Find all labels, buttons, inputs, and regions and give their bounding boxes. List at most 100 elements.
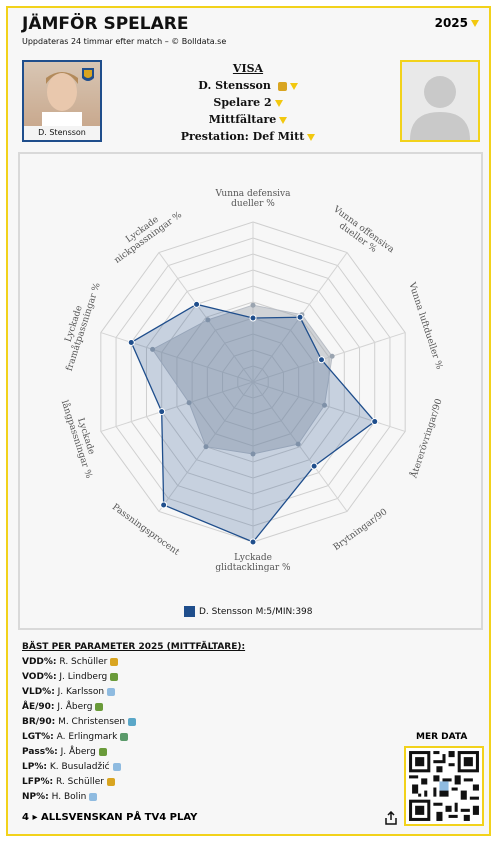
player2-select-label: Spelare 2 (213, 96, 272, 109)
position-selector[interactable]: Mittfältare (168, 113, 328, 126)
chart-legend: D. Stensson M:5/MIN:398 (184, 606, 313, 617)
club-crest-icon (106, 777, 115, 786)
best-row-player: R. Schüller (56, 657, 108, 667)
radar-axis-line (158, 252, 254, 383)
best-row-player: J. Karlsson (54, 687, 105, 697)
club-crest-icon (107, 687, 116, 696)
visa-heading: VISA (232, 62, 264, 75)
best-row: Pass%: J. Åberg (22, 745, 245, 760)
qr-code[interactable] (404, 746, 484, 826)
radar-axis-line (252, 381, 348, 512)
player1-name: D. Stensson (24, 126, 100, 140)
best-row-key: NP%: (22, 792, 49, 802)
radar-svg: Vunna defensiva dueller % Vunna offensivad… (55, 189, 445, 573)
club-crest-icon (89, 792, 98, 801)
best-row-key: VLD%: (22, 687, 55, 697)
radar-axis-label: Lyckadeframåtpassningar % (55, 278, 103, 372)
best-row-player: A. Erlingmark (53, 732, 118, 742)
radar-series-point (160, 501, 168, 509)
best-row-player: M. Christensen (55, 717, 126, 727)
best-heading: BÄST PER PARAMETER 2025 (MITTFÄLTARE): (22, 642, 246, 652)
player2-selector[interactable]: Spelare 2 (168, 96, 328, 109)
radar-series-point (158, 408, 166, 416)
radar-axis-label: Återerövringar/90 (407, 397, 444, 481)
radar-series-point (127, 338, 135, 346)
position-select-label: Mittfältare (208, 113, 277, 126)
page-title: JÄMFÖR SPELARE (22, 14, 189, 34)
best-row: LGT%: A. Erlingmark (22, 730, 245, 745)
footer-label: ALLSVENSKAN PÅ TV4 PLAY (40, 812, 198, 823)
chevron-down-icon (279, 116, 288, 124)
best-row-key: LFP%: (22, 777, 54, 787)
best-row-player: K. Busuladžić (46, 762, 110, 772)
club-crest-icon (128, 717, 137, 726)
radar-reference-point (322, 402, 328, 408)
best-row-key: BR/90: (22, 717, 56, 727)
radar-axis-label: Vunna luftdueller % (406, 280, 444, 371)
year-selector[interactable]: 2025 (435, 16, 479, 30)
player-portrait (42, 68, 94, 126)
radar-reference-point (250, 451, 256, 457)
club-crest-icon (112, 762, 121, 771)
legend-swatch (184, 606, 195, 617)
avatar-placeholder-icon (410, 76, 470, 140)
page-subtitle: Uppdateras 24 timmar efter match – © Bol… (22, 37, 227, 46)
player1-card[interactable]: D. Stensson (22, 60, 102, 142)
radar-series-point (249, 538, 257, 546)
performance-selector[interactable]: Prestation: Def Mitt (168, 130, 328, 143)
radar-series-area (130, 303, 376, 543)
radar-series-point (310, 462, 318, 470)
best-row: VLD%: J. Karlsson (22, 685, 245, 700)
radar-series-point (193, 300, 201, 308)
footer-banner[interactable]: 4 ▸ ALLSVENSKAN PÅ TV4 PLAY (22, 812, 197, 823)
chevron-down-icon (274, 99, 283, 107)
radar-reference-point (150, 346, 156, 352)
radar-reference-point (186, 400, 192, 406)
radar-reference-point (205, 317, 211, 323)
best-row-player: J. Åberg (57, 747, 96, 757)
mer-data-label: MER DATA (416, 732, 468, 742)
compare-card: JÄMFÖR SPELARE Uppdateras 24 timmar efte… (6, 6, 491, 836)
player1-selector[interactable]: D. Stensson (168, 79, 328, 92)
best-row-player: J. Lindberg (56, 672, 108, 682)
legend-label: D. Stensson M:5/MIN:398 (199, 607, 313, 617)
radar-axis-label: Vunna defensiva dueller % (214, 189, 291, 209)
best-row-player: H. Bolin (48, 792, 87, 802)
radar-axis-label: Lyckadelångpassningar % (59, 396, 103, 480)
radar-axis-line (252, 381, 406, 432)
best-row: VOD%: J. Lindberg (22, 670, 245, 685)
chevron-down-icon (471, 20, 479, 27)
visa-panel: VISA D. Stensson Spelare 2 Mittfältare P… (168, 62, 328, 147)
best-row: ÅE/90: J. Åberg (22, 700, 245, 715)
radar-axis-label: Lyckadenickpassningar % (107, 202, 185, 266)
play-icon: ▸ (32, 812, 38, 823)
club-crest-icon (277, 81, 287, 91)
radar-axis-line (100, 381, 254, 432)
chevron-down-icon (289, 82, 298, 90)
radar-axis-label: Passningsprocent (110, 502, 181, 558)
year-label: 2025 (434, 16, 468, 30)
best-list: VDD%: R. Schüller VOD%: J. Lindberg VLD%: … (22, 655, 245, 805)
radar-reference-point (203, 444, 209, 450)
player2-card[interactable] (400, 60, 480, 142)
tv4-logo: 4 (22, 812, 29, 823)
radar-series-point (249, 314, 257, 322)
best-row: BR/90: M. Christensen (22, 715, 245, 730)
radar-reference-point (250, 302, 256, 308)
club-crest-icon (95, 702, 104, 711)
qr-code-graphic (406, 748, 482, 824)
best-row-key: LGT%: (22, 732, 54, 742)
best-row-key: VDD%: (22, 657, 57, 667)
share-icon[interactable] (384, 811, 398, 825)
radar-axis-line (100, 332, 254, 383)
best-row: LFP%: R. Schüller (22, 775, 245, 790)
best-row-key: VOD%: (22, 672, 57, 682)
best-row-player: J. Åberg (54, 702, 93, 712)
best-per-parameter: BÄST PER PARAMETER 2025 (MITTFÄLTARE): V… (22, 642, 245, 805)
best-row-player: R. Schüller (53, 777, 104, 787)
club-crest-icon (120, 732, 129, 741)
best-row: NP%: H. Bolin (22, 790, 245, 805)
best-row-key: ÅE/90: (22, 702, 55, 712)
best-row-key: LP%: (22, 762, 47, 772)
radar-axis-line (252, 332, 406, 383)
